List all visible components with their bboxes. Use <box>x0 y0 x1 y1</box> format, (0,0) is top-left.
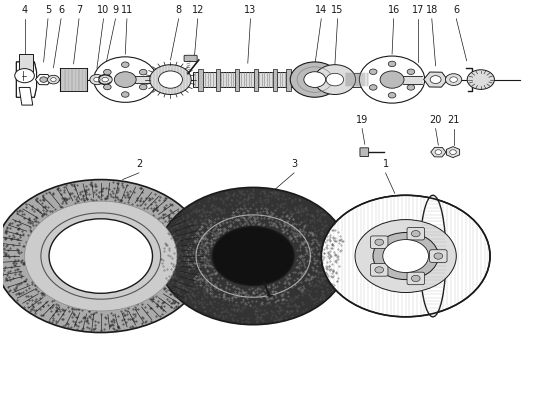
Circle shape <box>383 240 428 272</box>
Circle shape <box>290 62 339 97</box>
Circle shape <box>158 71 183 88</box>
Text: 5: 5 <box>45 5 51 15</box>
FancyBboxPatch shape <box>371 236 388 248</box>
Text: 10: 10 <box>97 5 109 15</box>
Circle shape <box>139 84 147 90</box>
Circle shape <box>94 57 157 102</box>
Circle shape <box>370 85 377 90</box>
Circle shape <box>450 150 456 154</box>
Circle shape <box>407 85 415 90</box>
Circle shape <box>435 150 442 154</box>
Circle shape <box>446 74 462 86</box>
FancyBboxPatch shape <box>407 272 425 285</box>
Circle shape <box>122 62 129 68</box>
Polygon shape <box>16 62 36 97</box>
Circle shape <box>40 77 47 82</box>
Text: 9: 9 <box>112 5 119 15</box>
Bar <box>198 69 202 90</box>
Text: 20: 20 <box>430 115 442 125</box>
Circle shape <box>467 70 494 89</box>
Circle shape <box>375 267 383 273</box>
Text: 12: 12 <box>191 5 204 15</box>
Circle shape <box>388 61 396 67</box>
Circle shape <box>15 69 34 83</box>
Polygon shape <box>19 54 32 72</box>
Circle shape <box>321 195 490 317</box>
Polygon shape <box>16 62 36 97</box>
Text: 8: 8 <box>175 5 182 15</box>
Text: 18: 18 <box>426 5 438 15</box>
Circle shape <box>212 227 294 286</box>
Polygon shape <box>19 88 32 105</box>
Circle shape <box>47 75 59 84</box>
FancyBboxPatch shape <box>360 148 368 156</box>
Text: 13: 13 <box>244 5 257 15</box>
Circle shape <box>98 74 112 85</box>
Circle shape <box>122 92 129 97</box>
Text: 3: 3 <box>291 159 297 169</box>
Circle shape <box>373 232 438 280</box>
Circle shape <box>380 71 404 88</box>
Circle shape <box>375 239 383 245</box>
Circle shape <box>326 73 344 86</box>
Bar <box>60 68 87 91</box>
Bar <box>216 69 220 90</box>
Circle shape <box>103 84 111 90</box>
Circle shape <box>139 69 147 75</box>
Circle shape <box>370 69 377 74</box>
Text: 21: 21 <box>447 115 460 125</box>
Text: 15: 15 <box>332 5 344 15</box>
Text: 19: 19 <box>356 115 369 125</box>
Text: 6: 6 <box>453 5 459 15</box>
Circle shape <box>359 56 425 103</box>
Circle shape <box>355 220 456 292</box>
FancyBboxPatch shape <box>184 55 197 62</box>
Ellipse shape <box>420 195 446 317</box>
Bar <box>287 69 291 90</box>
Circle shape <box>0 180 207 332</box>
Text: 16: 16 <box>388 5 400 15</box>
Circle shape <box>49 219 152 293</box>
Text: 4: 4 <box>21 5 28 15</box>
Circle shape <box>158 188 349 325</box>
Circle shape <box>411 230 420 237</box>
Text: 7: 7 <box>76 5 82 15</box>
FancyBboxPatch shape <box>371 264 388 276</box>
Text: 14: 14 <box>315 5 327 15</box>
Text: 6: 6 <box>58 5 64 15</box>
Bar <box>194 72 297 88</box>
FancyBboxPatch shape <box>407 227 425 240</box>
Circle shape <box>314 65 356 94</box>
Circle shape <box>304 72 326 88</box>
Circle shape <box>114 72 136 88</box>
Circle shape <box>25 201 177 311</box>
Circle shape <box>388 92 396 98</box>
Bar <box>345 72 369 87</box>
Circle shape <box>407 69 415 74</box>
Circle shape <box>450 77 458 82</box>
Text: 17: 17 <box>411 5 424 15</box>
Bar <box>254 69 258 90</box>
Text: 2: 2 <box>136 159 142 169</box>
Circle shape <box>430 76 441 84</box>
Circle shape <box>51 78 56 82</box>
Circle shape <box>102 77 108 82</box>
Text: 1: 1 <box>382 159 389 169</box>
Circle shape <box>434 253 443 259</box>
Text: 11: 11 <box>121 5 133 15</box>
Circle shape <box>94 77 100 82</box>
Circle shape <box>90 74 104 85</box>
Bar <box>273 69 277 90</box>
Bar <box>235 69 239 90</box>
Circle shape <box>150 65 191 94</box>
Circle shape <box>411 275 420 282</box>
FancyBboxPatch shape <box>430 250 447 262</box>
Circle shape <box>103 69 111 75</box>
